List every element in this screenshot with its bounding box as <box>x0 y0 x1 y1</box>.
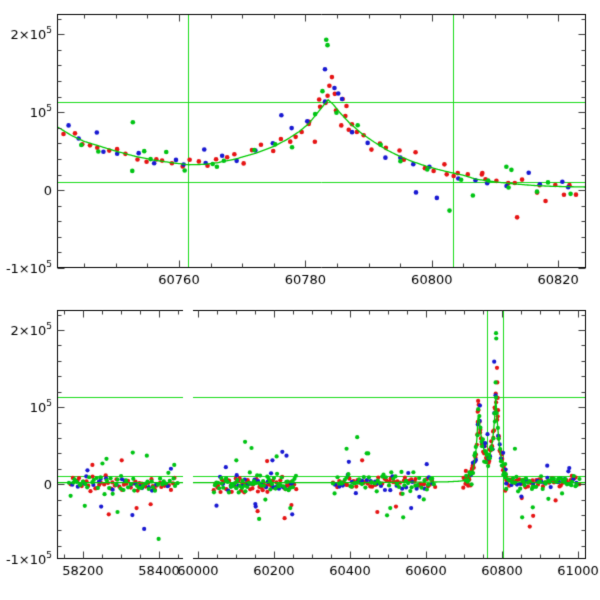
light-curve-figure <box>0 0 600 600</box>
light-curve-chart-canvas <box>0 0 600 600</box>
